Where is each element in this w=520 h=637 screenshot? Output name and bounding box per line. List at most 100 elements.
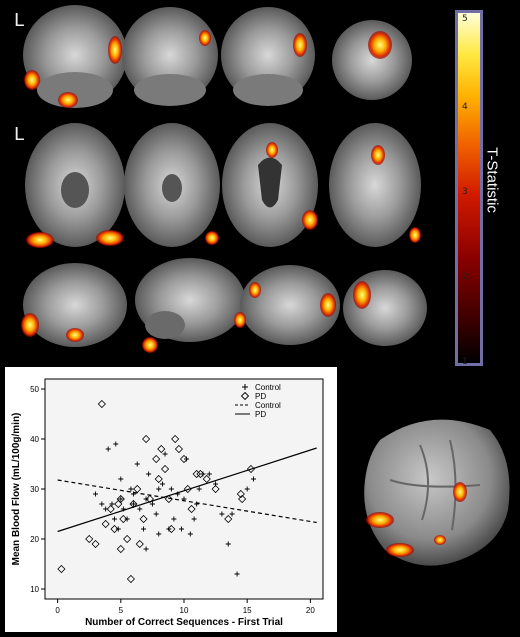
point-control	[196, 486, 202, 492]
point-pd	[57, 564, 66, 574]
point-pd	[192, 469, 201, 479]
legend-label: Control	[255, 401, 281, 410]
point-pd	[152, 454, 161, 464]
point-pd	[167, 524, 176, 534]
coronal-slice-3	[221, 7, 315, 106]
hemisphere-label-row1: L	[14, 10, 25, 31]
point-pd	[133, 484, 142, 494]
point-pd	[236, 489, 245, 499]
point-pd	[97, 399, 106, 409]
point-control	[137, 506, 143, 512]
point-control	[134, 461, 140, 467]
point-control	[156, 531, 162, 537]
point-control	[171, 516, 177, 522]
point-control	[153, 511, 159, 517]
point-pd	[129, 499, 138, 509]
point-pd	[246, 464, 256, 474]
point-pd	[135, 539, 144, 549]
point-control	[141, 526, 147, 532]
colorbar-tick-5: 5	[462, 14, 468, 24]
point-control	[113, 441, 119, 447]
legend-label: Control	[255, 383, 281, 392]
sagittal-slice-1	[21, 263, 127, 347]
point-control	[181, 496, 187, 502]
point-pd	[196, 469, 205, 479]
x-tick-label: 5	[119, 606, 124, 615]
point-pd	[174, 444, 184, 454]
point-control	[168, 486, 174, 492]
point-control	[118, 476, 124, 482]
point-pd	[85, 534, 94, 544]
point-pd	[106, 504, 115, 514]
point-control	[178, 526, 184, 532]
point-control	[156, 486, 162, 492]
scatter-chart-panel: 0 5 10 15 20 10 20 30 40 50 Number of Correct Sequ…	[5, 367, 337, 632]
point-control	[143, 546, 149, 552]
point-pd	[160, 464, 170, 474]
colorbar-title: T-Statistic	[483, 147, 501, 213]
x-tick-label: 20	[306, 606, 315, 615]
point-control	[219, 511, 225, 517]
point-control	[112, 516, 117, 522]
point-control	[187, 531, 193, 537]
brain-slice-montage	[21, 5, 427, 353]
y-tick-label: 20	[30, 535, 39, 544]
colorbar-tick-2: 2	[462, 272, 468, 282]
point-control	[225, 541, 231, 547]
point-control	[162, 451, 168, 457]
point-pd	[123, 534, 132, 544]
point-control	[93, 491, 99, 497]
point-control	[105, 446, 111, 452]
y-tick-label: 40	[30, 435, 39, 444]
axial-slice-3	[222, 123, 318, 247]
point-control	[191, 516, 197, 522]
point-pd	[179, 454, 189, 464]
point-pd	[119, 514, 128, 524]
point-pd	[238, 494, 247, 504]
point-control	[130, 501, 136, 507]
axial-slice-1	[25, 123, 125, 248]
hemisphere-label-row2: L	[14, 124, 25, 145]
sagittal-slice-2	[135, 258, 245, 353]
x-tick-label: 15	[243, 606, 252, 615]
point-pd	[202, 474, 211, 484]
axial-slice-2	[124, 123, 220, 247]
point-pd	[142, 434, 151, 444]
point-control	[160, 481, 166, 487]
sagittal-slice-3	[234, 265, 340, 345]
point-control	[244, 486, 250, 492]
legend-label: PD	[255, 392, 266, 401]
point-pd	[171, 434, 180, 444]
point-pd	[139, 514, 148, 524]
point-pd	[126, 574, 135, 584]
point-pd	[91, 539, 100, 549]
sagittal-slice-4	[343, 270, 427, 346]
point-pd	[101, 519, 110, 529]
point-control	[184, 456, 190, 462]
point-pd	[116, 544, 125, 554]
point-pd	[187, 504, 196, 514]
point-control	[130, 491, 136, 497]
point-control	[166, 526, 172, 532]
point-control	[118, 496, 124, 502]
point-pd	[145, 494, 154, 504]
point-control	[109, 501, 115, 507]
point-pd	[116, 494, 125, 504]
coronal-slice-2	[122, 7, 218, 106]
coronal-slice-1	[23, 5, 127, 108]
y-axis-label: Mean Blood Flow (mL/100g/min)	[11, 413, 22, 566]
point-pd	[224, 514, 233, 524]
point-control	[149, 501, 155, 507]
point-pd	[164, 494, 173, 504]
point-pd	[183, 484, 192, 494]
colorbar-tick-1: 1	[462, 357, 468, 367]
point-control	[194, 501, 200, 507]
scatter-chart: 0 5 10 15 20 10 20 30 40 50 Number of Correct Sequ…	[11, 378, 324, 628]
point-control	[234, 571, 240, 577]
point-control	[175, 491, 181, 497]
point-control	[251, 476, 256, 482]
point-control	[206, 471, 212, 477]
point-pd	[154, 474, 163, 484]
brain-3d-render	[364, 419, 510, 566]
point-pd	[211, 484, 220, 494]
